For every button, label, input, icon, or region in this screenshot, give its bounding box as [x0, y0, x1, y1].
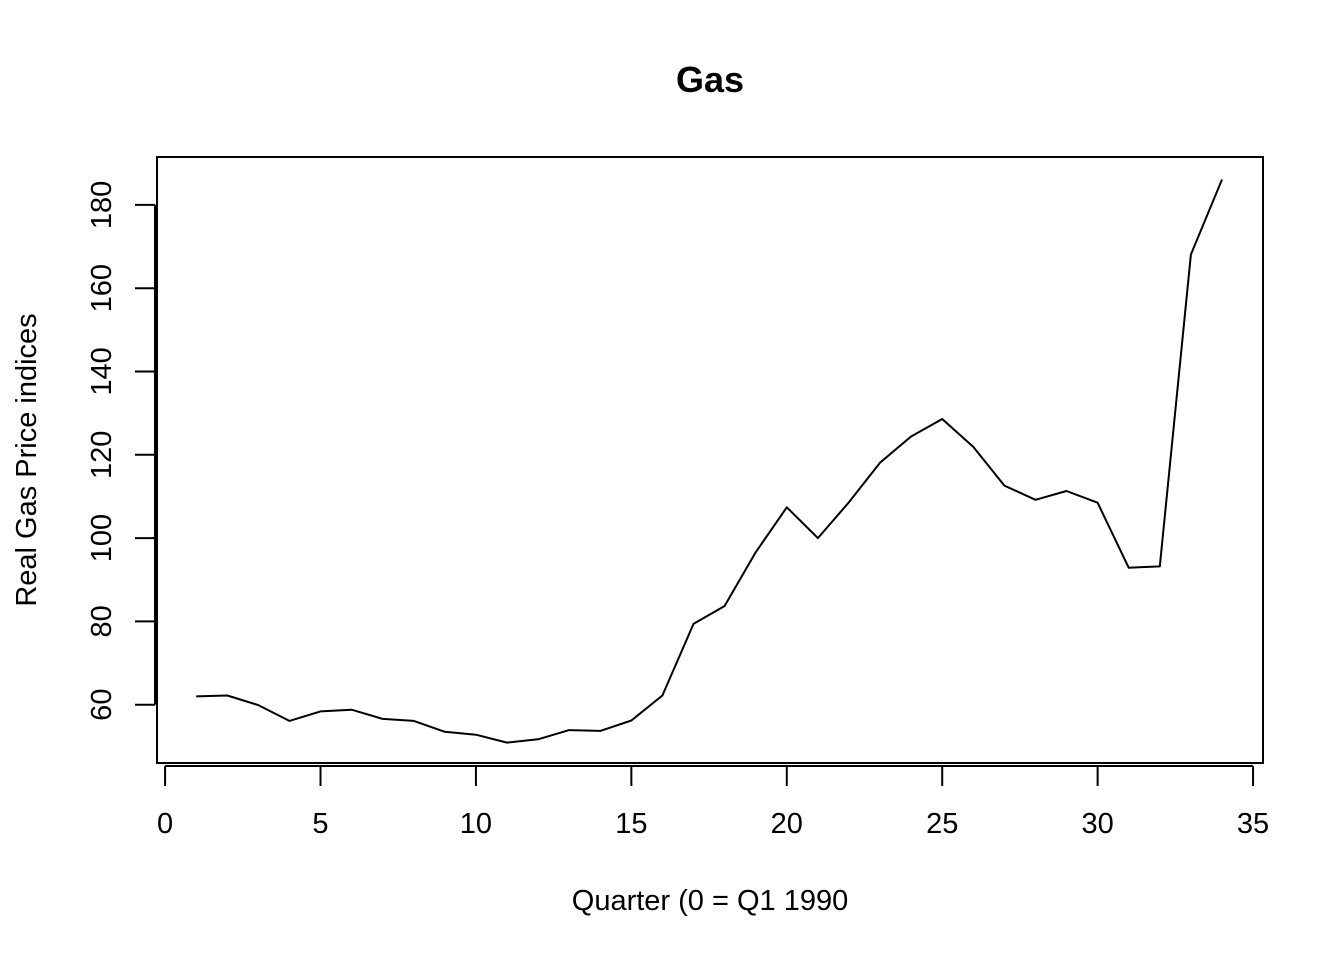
y-tick-label: 120 [86, 431, 118, 479]
y-axis-label: Real Gas Price indices [11, 313, 43, 606]
y-tick-label: 100 [86, 514, 118, 562]
chart-title: Gas [676, 59, 744, 100]
x-tick-label: 30 [1081, 808, 1113, 840]
y-tick-label: 160 [86, 264, 118, 312]
series-line [196, 179, 1223, 744]
x-axis: 0 5 10 15 20 25 30 35 [157, 765, 1269, 840]
x-tick-label: 35 [1237, 808, 1269, 840]
y-tick-label: 140 [86, 347, 118, 395]
y-tick-label: 180 [86, 181, 118, 229]
plot-frame [156, 156, 1264, 764]
x-tick-label: 10 [460, 808, 492, 840]
x-tick-label: 25 [926, 808, 958, 840]
x-tick-label: 5 [312, 808, 328, 840]
y-tick-label: 60 [86, 689, 118, 721]
x-tick-label: 0 [157, 808, 173, 840]
y-tick-label: 80 [86, 605, 118, 637]
series-layer [196, 179, 1223, 744]
y-axis: 60 80 100 120 140 160 180 [86, 181, 156, 721]
x-tick-label: 15 [615, 808, 647, 840]
x-tick-label: 20 [771, 808, 803, 840]
x-axis-label: Quarter (0 = Q1 1990 [572, 885, 848, 917]
